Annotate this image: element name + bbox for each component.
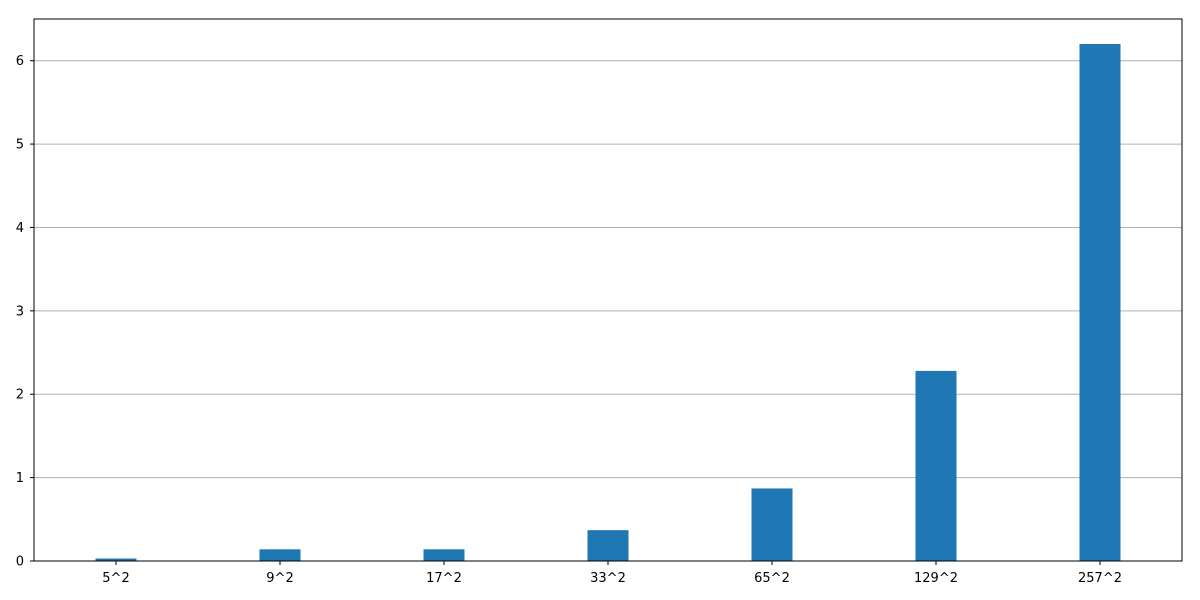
y-tick-label: 5: [16, 138, 24, 153]
plot-frame: [33, 18, 1183, 562]
bar: [259, 549, 301, 561]
bars: [95, 44, 1121, 562]
bar: [95, 558, 137, 561]
y-tick-label: 6: [16, 54, 24, 69]
bar: [423, 549, 465, 561]
x-tick-label: 33^2: [590, 571, 626, 586]
bar: [751, 488, 793, 561]
x-tick-label: 17^2: [426, 571, 462, 586]
x-tick-label: 9^2: [266, 571, 293, 586]
y-tick-label: 4: [16, 221, 24, 236]
y-tick-label: 2: [16, 388, 24, 403]
x-tick-label: 65^2: [754, 571, 790, 586]
bar: [915, 370, 957, 561]
y-axis: 0 1 2 3 4 5 6: [16, 54, 34, 570]
y-tick-label: 0: [16, 555, 24, 570]
y-tick-label: 1: [16, 471, 24, 486]
y-tick-label: 3: [16, 304, 24, 319]
grid-lines: [34, 60, 1182, 562]
x-tick-label: 5^2: [102, 571, 129, 586]
bar: [587, 530, 629, 561]
x-tick-label: 257^2: [1078, 571, 1122, 586]
bar: [1079, 44, 1121, 562]
x-tick-label: 129^2: [914, 571, 958, 586]
x-axis: 5^2 9^2 17^2 33^2 65^2 129^2 257^2: [102, 561, 1122, 586]
